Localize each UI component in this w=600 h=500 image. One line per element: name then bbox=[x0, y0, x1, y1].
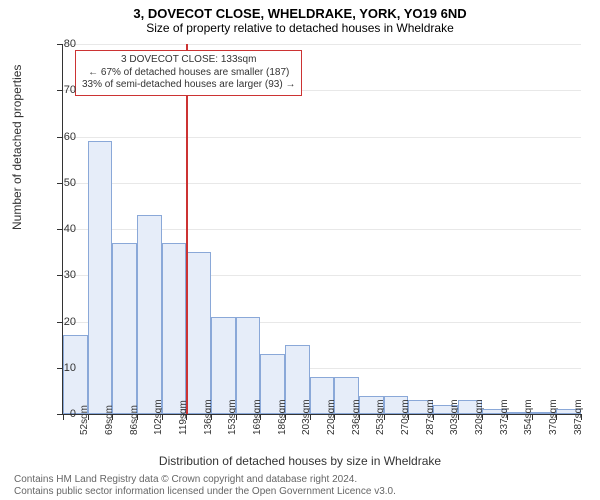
y-tick bbox=[57, 137, 63, 138]
x-tick bbox=[384, 414, 385, 420]
x-tick bbox=[186, 414, 187, 420]
y-tick bbox=[57, 44, 63, 45]
histogram-bar bbox=[88, 141, 113, 414]
x-tick bbox=[532, 414, 533, 420]
x-tick bbox=[482, 414, 483, 420]
y-tick-label: 60 bbox=[64, 131, 76, 143]
histogram-bar bbox=[137, 215, 162, 414]
x-tick bbox=[310, 414, 311, 420]
y-tick-label: 50 bbox=[64, 177, 76, 189]
x-tick bbox=[408, 414, 409, 420]
footer-line-1: Contains HM Land Registry data © Crown c… bbox=[14, 474, 396, 486]
histogram-bar bbox=[162, 243, 187, 414]
x-tick bbox=[236, 414, 237, 420]
x-tick bbox=[285, 414, 286, 420]
chart-title-main: 3, DOVECOT CLOSE, WHELDRAKE, YORK, YO19 … bbox=[0, 0, 600, 21]
x-axis-title: Distribution of detached houses by size … bbox=[0, 454, 600, 468]
x-tick bbox=[260, 414, 261, 420]
y-tick-label: 40 bbox=[64, 223, 76, 235]
histogram-bar bbox=[63, 335, 88, 414]
y-tick bbox=[57, 229, 63, 230]
y-tick-label: 70 bbox=[64, 84, 76, 96]
x-tick-label: 387sqm bbox=[573, 399, 584, 435]
y-tick bbox=[57, 90, 63, 91]
grid-line bbox=[63, 44, 581, 45]
annotation-line: 33% of semi-detached houses are larger (… bbox=[82, 79, 295, 92]
reference-line bbox=[186, 44, 188, 414]
footer-attribution: Contains HM Land Registry data © Crown c… bbox=[14, 474, 396, 498]
y-tick bbox=[57, 183, 63, 184]
x-tick bbox=[507, 414, 508, 420]
y-axis-title: Number of detached properties bbox=[10, 65, 24, 230]
grid-line bbox=[63, 183, 581, 184]
y-tick-label: 0 bbox=[70, 408, 76, 420]
x-tick-label: 320sqm bbox=[474, 399, 485, 435]
y-tick-label: 30 bbox=[64, 269, 76, 281]
y-tick-label: 80 bbox=[64, 38, 76, 50]
histogram-bar bbox=[186, 252, 211, 414]
x-tick-label: 337sqm bbox=[499, 399, 510, 435]
plot-area: 52sqm69sqm86sqm102sqm119sqm136sqm153sqm1… bbox=[62, 44, 581, 415]
x-tick bbox=[581, 414, 582, 420]
annotation-box: 3 DOVECOT CLOSE: 133sqm← 67% of detached… bbox=[75, 50, 302, 96]
x-tick-label: 370sqm bbox=[548, 399, 559, 435]
grid-line bbox=[63, 137, 581, 138]
x-tick bbox=[334, 414, 335, 420]
chart-container: 3, DOVECOT CLOSE, WHELDRAKE, YORK, YO19 … bbox=[0, 0, 600, 500]
y-tick bbox=[57, 322, 63, 323]
y-tick-label: 20 bbox=[64, 316, 76, 328]
x-tick bbox=[211, 414, 212, 420]
x-tick-label: 354sqm bbox=[523, 399, 534, 435]
x-tick bbox=[162, 414, 163, 420]
y-tick-label: 10 bbox=[64, 362, 76, 374]
x-tick bbox=[458, 414, 459, 420]
footer-line-2: Contains public sector information licen… bbox=[14, 486, 396, 498]
x-tick bbox=[88, 414, 89, 420]
x-tick bbox=[112, 414, 113, 420]
y-tick bbox=[57, 275, 63, 276]
x-tick bbox=[433, 414, 434, 420]
x-tick bbox=[137, 414, 138, 420]
x-tick bbox=[556, 414, 557, 420]
chart-title-sub: Size of property relative to detached ho… bbox=[0, 21, 600, 35]
x-tick bbox=[359, 414, 360, 420]
annotation-line: 3 DOVECOT CLOSE: 133sqm bbox=[82, 54, 295, 67]
annotation-line: ← 67% of detached houses are smaller (18… bbox=[82, 67, 295, 80]
histogram-bar bbox=[112, 243, 137, 414]
x-tick bbox=[63, 414, 64, 420]
